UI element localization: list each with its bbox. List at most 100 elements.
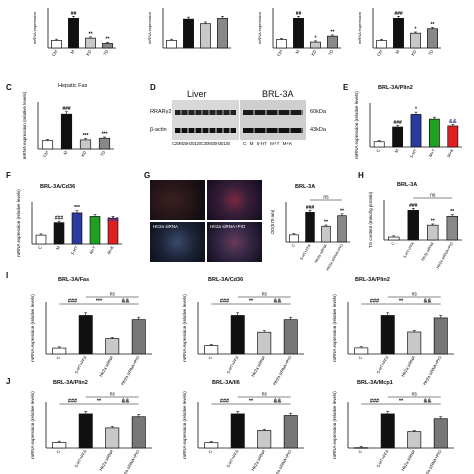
significance-mark: ** [331,29,335,35]
panel-j1-title: BRL-3A/Plin2 [53,380,88,386]
bracket-label: && [424,299,432,305]
significance-mark: *** [102,132,108,138]
bar [283,415,298,449]
panel-j3-chart: mRNA expression (relative levels) C 5-HT+F… [332,391,454,474]
significance-mark: *** [74,205,80,211]
panel-d-letter: D [150,83,156,92]
category-label: C [37,245,43,250]
top-row-chart-4: mRNA expression Ctrl ### M * KD ** TD [357,8,441,57]
micrograph-4-label: Htr2a siRNA+PIO [210,224,246,229]
category-label: C [357,355,363,360]
panel-i3-chart: mRNA expression (relative levels) C 5-HT+F… [332,292,454,386]
panel-f-chart: mRNA expression (relative levels) C ### M **… [16,189,122,257]
category-label: C [207,355,213,360]
panel-e-letter: E [343,83,349,92]
bar [427,224,439,241]
bar [41,140,54,150]
category-label: Htr2a siRNA [400,355,416,378]
micrograph-1 [150,180,205,220]
bar [217,18,228,49]
ns-label: ns [110,292,116,298]
category-label: TD [327,49,334,56]
panel-g-letter: G [144,171,151,180]
bar [293,18,304,49]
bar [447,125,459,148]
panel-i2-title: BRL-3A/Cd36 [208,277,244,283]
bracket-label: ### [220,299,229,305]
bar [376,40,387,49]
y-axis-label: mRNA expression (relative levels) [22,91,27,159]
significance-mark: ### [393,120,402,126]
significance-mark: ** [89,31,93,37]
significance-mark: ### [394,11,403,17]
category-label: Htr2a siRNA+PIO [272,354,293,386]
category-label: KD [85,49,92,57]
blot-liver-image [172,100,239,140]
category-label: Htr2a siRNA+PIO [436,241,454,269]
ns-label: ns [262,392,268,398]
blot-brl-image [240,100,306,140]
category-label: C [291,243,296,248]
blot-kda-43: 43kDa [310,127,326,133]
blot-kda-60: 60kDa [310,109,326,115]
panel-h-chart: TG content (mmol/g protein) C ### 5-HT+FFA *… [368,191,462,269]
category-label: Htr2a siRNA [250,449,266,472]
bar [410,32,421,49]
bar [380,315,395,355]
significance-mark-2: &&& [107,217,119,223]
bar [427,28,438,49]
bar [310,41,321,49]
category-label: M [394,49,400,55]
y-axis-label: mRNA expression [147,12,152,44]
bar [407,431,422,449]
category-label: Htr2a siRNA+PIO [120,448,141,474]
panel-f-letter: F [6,171,11,180]
bar [410,114,422,148]
category-label: Htr2a siRNA+PIO [272,448,293,474]
panel-j-letter: J [6,377,11,386]
y-axis-label: mRNA expression (relative levels) [182,391,187,459]
significance-mark: ### [55,216,64,222]
panel-i1-chart: mRNA expression (relative levels) C 5-HT+F… [30,292,152,386]
category-label: KD [310,49,317,57]
panel-j3-title: BRL-3A/Mcp1 [357,380,393,386]
bar [78,315,93,355]
category-label: 5-HT [70,245,79,256]
panel-h-title: BRL-3A [397,182,418,188]
bar [102,43,113,49]
bar [52,442,67,449]
bracket-label: ### [370,299,379,305]
bar [354,447,369,449]
category-label: M [393,148,399,154]
micrograph-4: Htr2a siRNA+PIO [207,222,262,262]
bar [392,126,404,148]
ns-label: ns [110,392,116,398]
significance-mark: ### [62,106,71,112]
blot-liver-label: Liver [187,89,207,99]
bar [105,427,120,449]
bar [89,216,101,245]
panel-j2-title: BRL-3A/Il6 [212,380,240,386]
panel-i-letter: I [6,271,9,280]
bar [289,234,299,243]
bar [433,317,448,355]
category-label: M [294,49,300,55]
bar [79,139,92,150]
panel-c-chart: mRNA expression (relative levels) Ctrl ###… [22,91,114,159]
category-label: TD [102,49,109,56]
top-row-chart-2: mRNA expression [147,8,231,49]
ns-label: ns [412,292,418,298]
panel-i3-title: BRL-3A/Plin2 [355,277,390,283]
y-axis-label: mRNA expression (relative levels) [354,91,359,159]
top-row-chart-3: mRNA expression Ctrl ## M * KD ** TD [257,8,341,57]
bar [51,40,62,49]
bar [388,236,400,241]
significance-mark: ## [71,11,77,17]
bar [446,215,458,241]
bar [35,234,47,245]
panel-g-title: BRL-3A [295,184,316,190]
top-row-chart-1: mRNA expression Ctrl ## M ** KD ** TD [32,8,116,57]
y-axis-label: mRNA expression (relative levels) [332,294,337,362]
bracket-label: && [122,299,130,305]
bracket-label: ** [249,399,254,405]
